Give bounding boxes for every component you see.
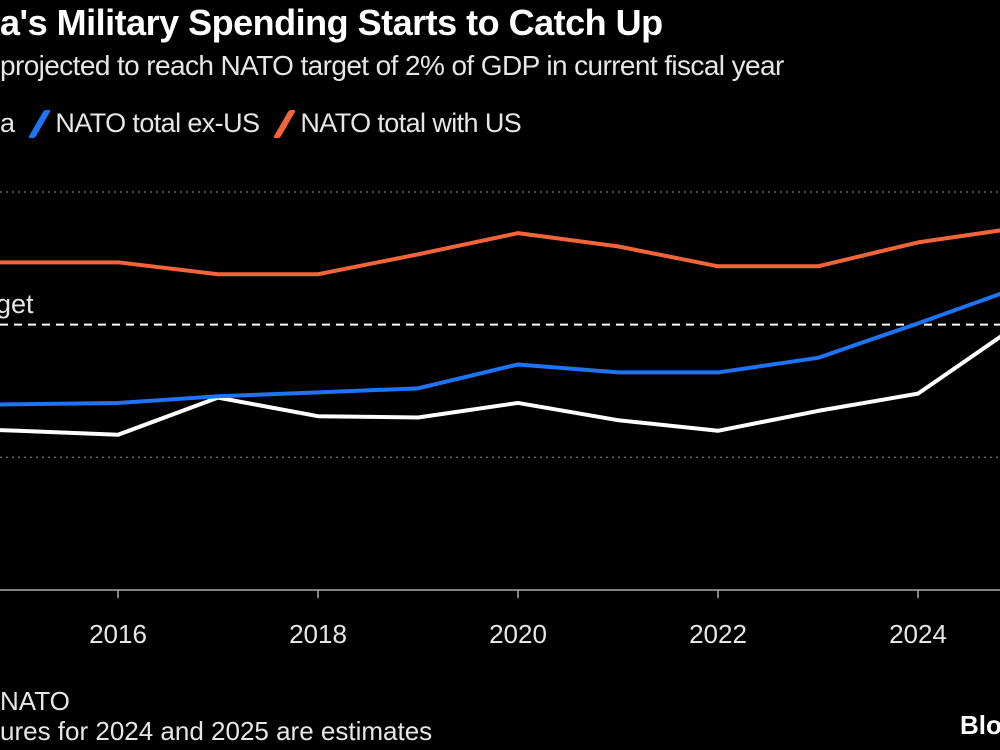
x-tick-label: 2024 <box>889 619 947 649</box>
note-text: ures for 2024 and 2025 are estimates <box>0 716 433 746</box>
legend-label-nato-with-us: NATO total with US <box>300 108 522 138</box>
legend-label-canada: a <box>0 108 15 138</box>
x-tick-label: 2018 <box>289 619 347 649</box>
x-tick-label: 2016 <box>89 619 147 649</box>
x-tick-label: 2022 <box>689 619 747 649</box>
series-line-nato-ex-us <box>0 291 1000 407</box>
bloomberg-logo: Blo <box>960 710 1000 740</box>
chart-title: a's Military Spending Starts to Catch Up <box>0 2 663 43</box>
target-label: get <box>0 289 34 319</box>
source-text: NATO <box>0 686 70 716</box>
chart-subtitle: projected to reach NATO target of 2% of … <box>0 50 784 81</box>
legend-label-nato-ex-us: NATO total ex-US <box>55 108 260 138</box>
legend: a NATO total ex-US NATO total with US <box>0 108 522 139</box>
x-tick-label: 2020 <box>489 619 547 649</box>
series-line-nato-with-us <box>0 228 1000 277</box>
series-line-canada <box>0 334 1000 437</box>
